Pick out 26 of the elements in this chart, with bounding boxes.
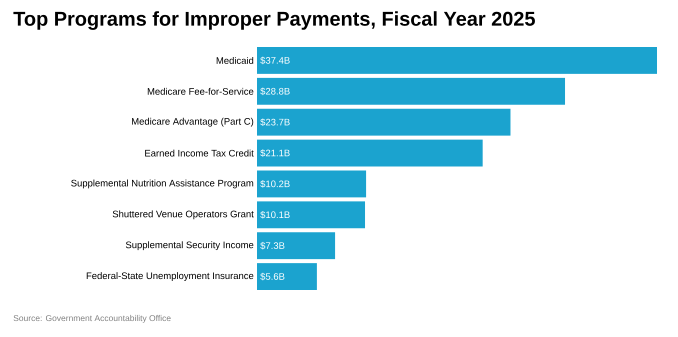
y-tick-label: Medicaid [216, 56, 254, 64]
y-tick-label: Earned Income Tax Credit [145, 150, 254, 157]
bar [257, 170, 366, 198]
data-label: $10.1B [260, 210, 290, 219]
bar [257, 108, 510, 136]
chart-title: Top Programs for Improper Payments, Fiscal Year 2025 [13, 11, 535, 30]
data-label: $7.3B [260, 242, 284, 250]
bar [257, 201, 366, 228]
bar [257, 140, 483, 166]
data-label: $21.1B [260, 149, 290, 157]
y-tick-label: Supplemental Security Income [126, 241, 254, 250]
y-tick-label: Medicare Advantage (Part C) [132, 118, 254, 127]
y-tick-label: Shuttered Venue Operators Grant [112, 210, 254, 220]
data-label: $23.7B [260, 118, 290, 126]
source-note: Source: Government Accountability Office [14, 314, 171, 323]
y-tick-label: Medicare Fee-for-Service [148, 88, 254, 95]
y-tick-label: Federal-State Unemployment Insurance [86, 272, 254, 281]
bar [257, 78, 566, 105]
bar [257, 263, 317, 290]
y-tick-label: Supplemental Nutrition Assistance Program [71, 180, 254, 188]
data-label: $10.2B [260, 180, 290, 188]
data-label: $5.6B [260, 272, 284, 280]
bar [257, 47, 658, 74]
data-label: $28.8B [260, 87, 290, 96]
bar [257, 232, 336, 260]
data-label: $37.4B [260, 56, 290, 64]
